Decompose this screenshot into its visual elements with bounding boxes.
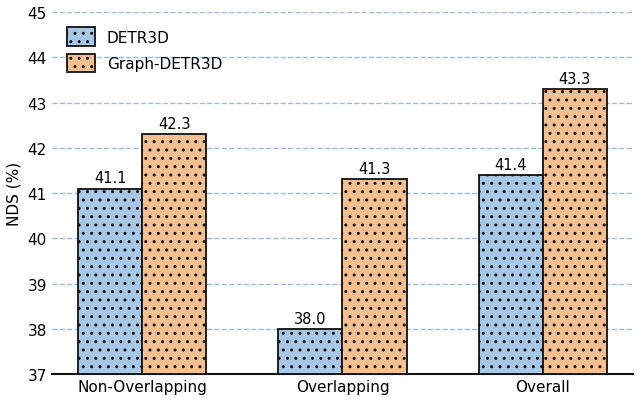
Text: 38.0: 38.0 bbox=[294, 311, 326, 326]
Text: 41.4: 41.4 bbox=[494, 158, 527, 172]
Bar bbox=[479, 176, 543, 374]
Bar bbox=[342, 180, 406, 374]
Bar bbox=[142, 135, 206, 374]
Bar bbox=[278, 329, 342, 374]
Bar bbox=[543, 90, 607, 374]
Y-axis label: NDS (%): NDS (%) bbox=[7, 162, 22, 226]
Text: 41.1: 41.1 bbox=[94, 171, 127, 186]
Legend: DETR3D, Graph-DETR3D: DETR3D, Graph-DETR3D bbox=[60, 20, 230, 81]
Text: 42.3: 42.3 bbox=[158, 117, 191, 132]
Text: 43.3: 43.3 bbox=[559, 71, 591, 87]
Text: 41.3: 41.3 bbox=[358, 162, 390, 177]
Bar bbox=[78, 189, 142, 374]
